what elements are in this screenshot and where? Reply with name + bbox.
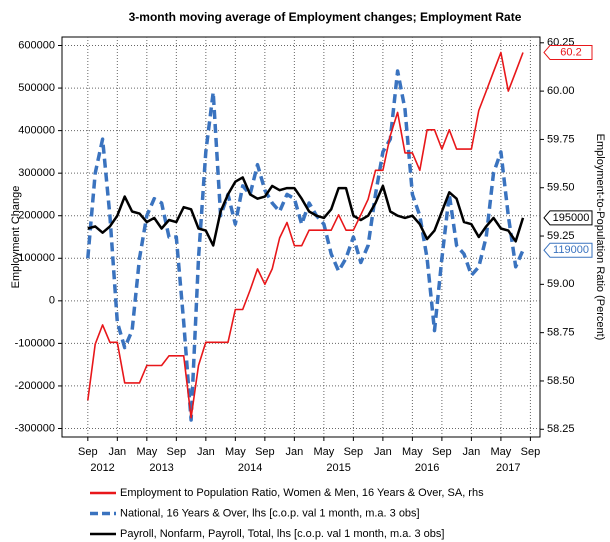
end-label: 119000 bbox=[543, 242, 593, 258]
y-tick-label: 400000 bbox=[18, 125, 55, 137]
y2-tick-label: 58.25 bbox=[547, 423, 575, 435]
series-line bbox=[87, 176, 525, 247]
x-tick-label: Sep bbox=[521, 446, 541, 458]
y2-tick-label: 59.25 bbox=[547, 230, 575, 242]
end-label-text: 119000 bbox=[553, 244, 589, 256]
x-year-label: 2012 bbox=[90, 462, 114, 474]
chart-title: 3-month moving average of Employment cha… bbox=[129, 10, 522, 24]
x-year-label: 2017 bbox=[496, 462, 520, 474]
y2-tick-label: 58.50 bbox=[547, 375, 575, 387]
end-label: 60.2 bbox=[543, 44, 593, 60]
x-tick-label: Sep bbox=[167, 446, 187, 458]
y2-tick-label: 60.00 bbox=[547, 85, 575, 97]
end-label-box bbox=[543, 210, 593, 226]
legend-label: National, 16 Years & Over, lhs [c.o.p. v… bbox=[120, 507, 420, 519]
y-axis-label: Employment Change bbox=[10, 186, 22, 289]
x-tick-label: Sep bbox=[344, 446, 364, 458]
x-tick-label: May bbox=[313, 446, 334, 458]
x-tick-label: Jan bbox=[197, 446, 215, 458]
x-tick-label: May bbox=[136, 446, 157, 458]
legend-label: Payroll, Nonfarm, Payroll, Total, lhs [c… bbox=[120, 528, 444, 540]
x-tick-label: Jan bbox=[285, 446, 303, 458]
y-tick-label: 0 bbox=[49, 295, 55, 307]
x-year-label: 2014 bbox=[238, 462, 262, 474]
x-tick-label: Jan bbox=[108, 446, 126, 458]
x-tick-label: May bbox=[225, 446, 246, 458]
end-label: 195000 bbox=[543, 210, 593, 226]
end-label-text: 195000 bbox=[553, 212, 590, 224]
x-tick-label: Jan bbox=[463, 446, 481, 458]
y2-tick-label: 59.50 bbox=[547, 182, 575, 194]
y2-tick-label: 59.00 bbox=[547, 278, 575, 290]
x-tick-label: May bbox=[491, 446, 512, 458]
y2-tick-label: 59.75 bbox=[547, 133, 575, 145]
y-tick-label: 200000 bbox=[18, 210, 55, 222]
plot-area bbox=[61, 36, 541, 438]
x-tick-label: Sep bbox=[432, 446, 452, 458]
y-tick-label: 600000 bbox=[18, 39, 55, 51]
y2-axis-label: Employment-to-Population Ratio (Percent) bbox=[594, 134, 606, 341]
x-year-label: 2016 bbox=[415, 462, 439, 474]
series-line bbox=[86, 69, 525, 422]
end-label-text: 60.2 bbox=[560, 46, 581, 58]
y-tick-label: -200000 bbox=[15, 380, 55, 392]
x-tick-label: Sep bbox=[255, 446, 275, 458]
y-tick-label: 300000 bbox=[18, 167, 55, 179]
y-tick-label: 100000 bbox=[18, 252, 55, 264]
x-year-label: 2013 bbox=[149, 462, 173, 474]
y-tick-label: 500000 bbox=[18, 82, 55, 94]
y-tick-label: -100000 bbox=[15, 337, 55, 349]
series-line bbox=[87, 51, 524, 419]
legend-label: Employment to Population Ratio, Women & … bbox=[120, 487, 484, 499]
x-tick-label: May bbox=[402, 446, 423, 458]
x-tick-label: Sep bbox=[78, 446, 98, 458]
x-tick-label: Jan bbox=[374, 446, 392, 458]
x-year-label: 2015 bbox=[326, 462, 350, 474]
end-label-box bbox=[543, 44, 593, 60]
y2-tick-label: 58.75 bbox=[547, 327, 575, 339]
end-label-box bbox=[543, 242, 593, 258]
y-tick-label: -300000 bbox=[15, 422, 55, 434]
